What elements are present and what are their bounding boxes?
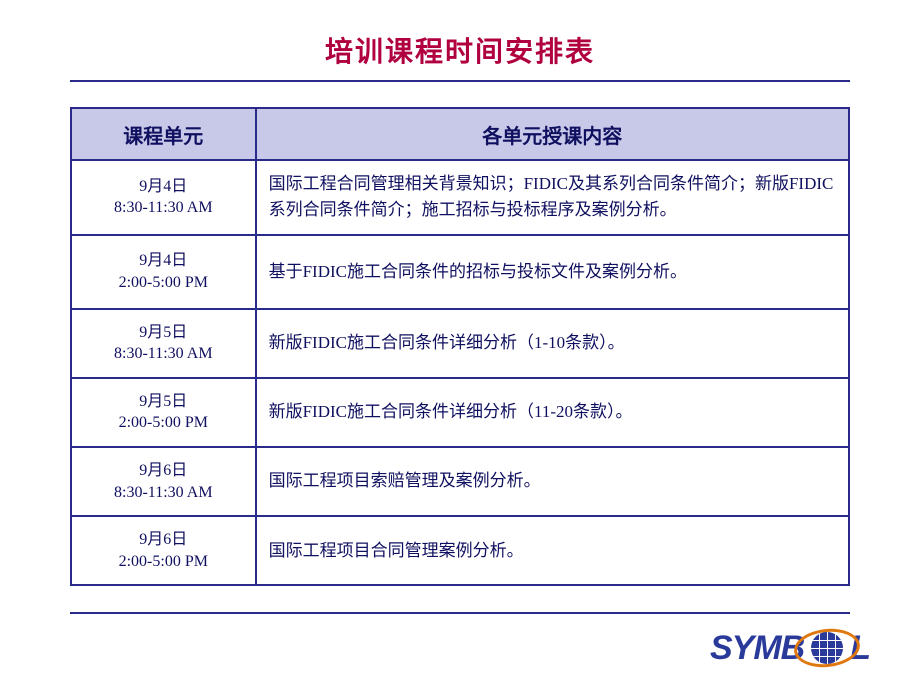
logo-text: SYMB L: [710, 626, 870, 670]
content-cell: 国际工程项目索赔管理及案例分析。: [256, 447, 849, 516]
globe-icon: [805, 626, 849, 670]
session-date: 9月4日: [76, 250, 251, 272]
session-time: 2:00-5:00 PM: [76, 272, 251, 294]
page-title: 培训课程时间安排表: [0, 0, 920, 80]
time-cell: 9月6日2:00-5:00 PM: [71, 516, 256, 585]
table-row: 9月6日8:30-11:30 AM国际工程项目索赔管理及案例分析。: [71, 447, 849, 516]
time-cell: 9月4日8:30-11:30 AM: [71, 160, 256, 235]
content-cell: 国际工程项目合同管理案例分析。: [256, 516, 849, 585]
time-cell: 9月5日8:30-11:30 AM: [71, 309, 256, 378]
session-time: 8:30-11:30 AM: [76, 197, 251, 219]
header-content: 各单元授课内容: [256, 108, 849, 160]
session-time: 8:30-11:30 AM: [76, 343, 251, 365]
time-cell: 9月4日2:00-5:00 PM: [71, 235, 256, 309]
session-time: 2:00-5:00 PM: [76, 551, 251, 573]
table-row: 9月5日8:30-11:30 AM新版FIDIC施工合同条件详细分析（1-10条…: [71, 309, 849, 378]
title-underline: [70, 80, 850, 82]
logo-text-pre: SYMB: [710, 629, 804, 668]
footer-rule: [70, 612, 850, 614]
session-time: 8:30-11:30 AM: [76, 482, 251, 504]
time-cell: 9月6日8:30-11:30 AM: [71, 447, 256, 516]
session-date: 9月6日: [76, 460, 251, 482]
content-cell: 基于FIDIC施工合同条件的招标与投标文件及案例分析。: [256, 235, 849, 309]
content-cell: 国际工程合同管理相关背景知识；FIDIC及其系列合同条件简介；新版FIDIC系列…: [256, 160, 849, 235]
brand-logo: SYMB L: [710, 626, 870, 670]
content-cell: 新版FIDIC施工合同条件详细分析（11-20条款）。: [256, 378, 849, 447]
session-date: 9月4日: [76, 176, 251, 198]
table-header-row: 课程单元 各单元授课内容: [71, 108, 849, 160]
session-date: 9月5日: [76, 391, 251, 413]
time-cell: 9月5日2:00-5:00 PM: [71, 378, 256, 447]
table-row: 9月5日2:00-5:00 PM新版FIDIC施工合同条件详细分析（11-20条…: [71, 378, 849, 447]
header-unit: 课程单元: [71, 108, 256, 160]
table-row: 9月4日8:30-11:30 AM国际工程合同管理相关背景知识；FIDIC及其系…: [71, 160, 849, 235]
session-date: 9月6日: [76, 529, 251, 551]
table-row: 9月6日2:00-5:00 PM国际工程项目合同管理案例分析。: [71, 516, 849, 585]
content-cell: 新版FIDIC施工合同条件详细分析（1-10条款）。: [256, 309, 849, 378]
table-row: 9月4日2:00-5:00 PM基于FIDIC施工合同条件的招标与投标文件及案例…: [71, 235, 849, 309]
schedule-table: 课程单元 各单元授课内容 9月4日8:30-11:30 AM国际工程合同管理相关…: [70, 107, 850, 586]
session-time: 2:00-5:00 PM: [76, 412, 251, 434]
session-date: 9月5日: [76, 322, 251, 344]
